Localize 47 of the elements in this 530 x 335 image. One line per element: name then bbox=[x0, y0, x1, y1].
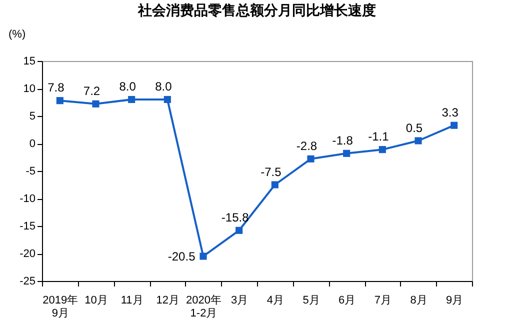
data-label: 8.0 bbox=[155, 80, 172, 94]
data-label: 3.3 bbox=[442, 105, 459, 120]
x-tick-label: 2019年 9月 bbox=[42, 294, 78, 320]
point bbox=[92, 100, 100, 108]
data-label: 8.0 bbox=[119, 80, 136, 94]
x-tick-label: 9月 bbox=[446, 294, 464, 306]
data-label: -2.8 bbox=[296, 138, 318, 153]
point bbox=[343, 150, 350, 157]
x-tick-label: 12月 bbox=[156, 294, 180, 306]
data-label: -1.1 bbox=[368, 130, 390, 144]
y-tick-label: -10 bbox=[20, 193, 36, 205]
data-label: 7.8 bbox=[48, 80, 65, 95]
point bbox=[450, 122, 458, 129]
point bbox=[236, 226, 243, 234]
y-tick-label: 10 bbox=[23, 83, 36, 95]
y-tick-label: 0 bbox=[29, 138, 36, 150]
y-tick-label: -5 bbox=[26, 166, 36, 178]
x-tick-label: 6月 bbox=[338, 294, 356, 306]
y-tick-label: 5 bbox=[29, 110, 36, 122]
x-tick-label: 2020年 1-2月 bbox=[186, 294, 222, 320]
x-tick-label: 10月 bbox=[84, 294, 108, 306]
data-label: -1.8 bbox=[332, 133, 354, 148]
data-label: -15.8 bbox=[221, 210, 250, 224]
point bbox=[200, 252, 207, 260]
point bbox=[307, 155, 314, 162]
y-tick-label: -25 bbox=[20, 276, 36, 288]
y-tick-label: -15 bbox=[20, 220, 36, 232]
point bbox=[128, 96, 136, 104]
y-axis-title: (%) bbox=[8, 28, 26, 40]
data-label: 7.2 bbox=[83, 84, 100, 98]
x-tick-label: 3月 bbox=[231, 294, 248, 306]
y-tick-label: 15 bbox=[23, 56, 36, 68]
data-label: -20.5 bbox=[168, 249, 196, 264]
x-tick-label: 7月 bbox=[374, 294, 392, 306]
data-label: 0.5 bbox=[406, 120, 423, 135]
x-tick-label: 5月 bbox=[302, 294, 320, 306]
point bbox=[271, 181, 278, 188]
point bbox=[56, 97, 64, 104]
point bbox=[414, 137, 422, 144]
chart-title: 社会消费品零售总额分月同比增长速度 bbox=[137, 2, 376, 18]
x-tick-label: 8月 bbox=[410, 294, 428, 306]
x-tick-label: 11月 bbox=[120, 294, 144, 306]
data-label: -7.5 bbox=[260, 164, 282, 179]
point bbox=[164, 96, 171, 104]
y-tick-label: -20 bbox=[20, 248, 36, 260]
x-tick-label: 4月 bbox=[266, 294, 284, 306]
point bbox=[378, 146, 386, 154]
